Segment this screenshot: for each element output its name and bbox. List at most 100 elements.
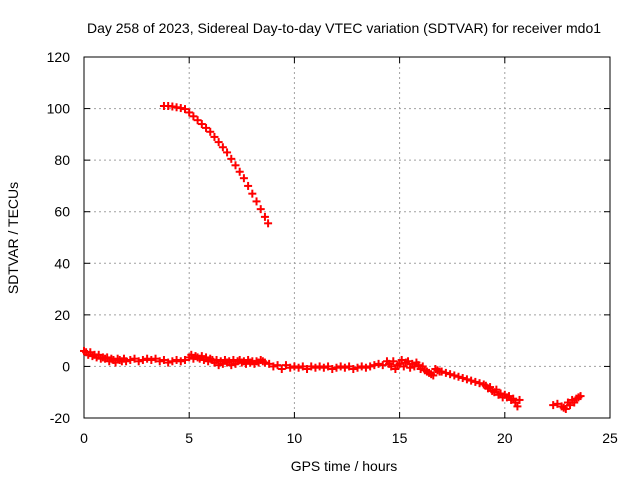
y-tick-label: 80	[54, 152, 70, 168]
data-point	[193, 116, 202, 125]
x-tick-label: 25	[602, 430, 618, 446]
data-point	[189, 112, 198, 121]
data-point	[311, 363, 320, 372]
data-point	[303, 365, 312, 374]
data-point	[172, 355, 181, 364]
data-point	[566, 401, 575, 410]
data-point	[256, 205, 265, 214]
data-point	[227, 154, 236, 163]
data-point	[370, 361, 379, 370]
data-point	[143, 354, 152, 363]
x-tick-label: 10	[287, 430, 303, 446]
data-point	[366, 362, 375, 371]
data-point	[218, 143, 227, 152]
data-point	[353, 363, 362, 372]
data-point	[332, 363, 341, 372]
data-point	[290, 362, 299, 371]
data-point	[176, 104, 185, 113]
data-point	[441, 368, 450, 377]
x-tick-label: 15	[392, 430, 408, 446]
ticks: 0 5 10 15 20 25 -20 0 20 40 60 80 100 120	[47, 49, 618, 446]
data-point	[180, 355, 189, 364]
data-point	[265, 359, 274, 368]
data-point	[281, 361, 290, 370]
data-point	[450, 371, 459, 380]
data-point	[168, 357, 177, 366]
data-point	[429, 371, 438, 380]
data-point	[576, 392, 585, 401]
y-tick-label: 60	[54, 204, 70, 220]
data-point	[319, 363, 328, 372]
data-point	[307, 362, 316, 371]
data-point	[126, 355, 135, 364]
data-point	[206, 127, 215, 136]
data-point	[155, 357, 164, 366]
data-point	[164, 358, 173, 367]
data-point	[454, 372, 463, 381]
y-tick-label: 100	[47, 101, 71, 117]
data-point	[349, 365, 358, 374]
y-tick-label: 40	[54, 255, 70, 271]
data-point	[277, 365, 286, 374]
data-point	[260, 212, 269, 221]
data-point	[298, 362, 307, 371]
data-point	[210, 132, 219, 141]
y-tick-label: 120	[47, 49, 71, 65]
data-point	[515, 395, 524, 404]
data-point	[260, 358, 269, 367]
data-point	[462, 375, 471, 384]
data-point	[248, 189, 257, 198]
data-point	[151, 354, 160, 363]
data-point	[315, 362, 324, 371]
data-points	[80, 101, 585, 413]
data-point	[475, 379, 484, 388]
y-tick-label: 20	[54, 307, 70, 323]
data-point	[180, 105, 189, 114]
data-point	[130, 354, 139, 363]
data-point	[231, 161, 240, 170]
data-point	[147, 355, 156, 364]
y-axis-label: SDTVAR / TECUs	[5, 182, 21, 294]
data-point	[197, 120, 206, 129]
y-tick-label: -20	[50, 410, 70, 426]
data-point	[294, 363, 303, 372]
data-point	[176, 357, 185, 366]
data-point	[202, 123, 211, 132]
data-point	[446, 370, 455, 379]
data-point	[340, 363, 349, 372]
data-point	[361, 363, 370, 372]
data-point	[492, 385, 501, 394]
data-point	[467, 376, 476, 385]
y-tick-label: 0	[62, 358, 70, 374]
grid	[84, 57, 610, 418]
data-point	[244, 181, 253, 190]
data-point	[122, 357, 131, 366]
data-point	[239, 174, 248, 183]
data-point	[357, 362, 366, 371]
x-tick-label: 5	[185, 430, 193, 446]
data-point	[374, 359, 383, 368]
data-point	[378, 361, 387, 370]
data-point	[404, 357, 413, 366]
data-point	[549, 401, 558, 410]
data-point	[273, 361, 282, 370]
x-axis-label: GPS time / hours	[291, 458, 398, 474]
data-point	[269, 362, 278, 371]
data-point	[324, 362, 333, 371]
chart-title: Day 258 of 2023, Sidereal Day-to-day VTE…	[87, 20, 601, 36]
data-point	[553, 399, 562, 408]
data-point	[471, 377, 480, 386]
data-point	[223, 148, 232, 157]
data-point	[134, 357, 143, 366]
data-point	[159, 355, 168, 364]
data-point	[458, 374, 467, 383]
data-point	[397, 355, 406, 364]
data-point	[513, 402, 522, 411]
data-point	[264, 219, 273, 228]
x-tick-label: 0	[80, 430, 88, 446]
data-point	[286, 363, 295, 372]
data-point	[138, 355, 147, 364]
x-tick-label: 20	[497, 430, 513, 446]
